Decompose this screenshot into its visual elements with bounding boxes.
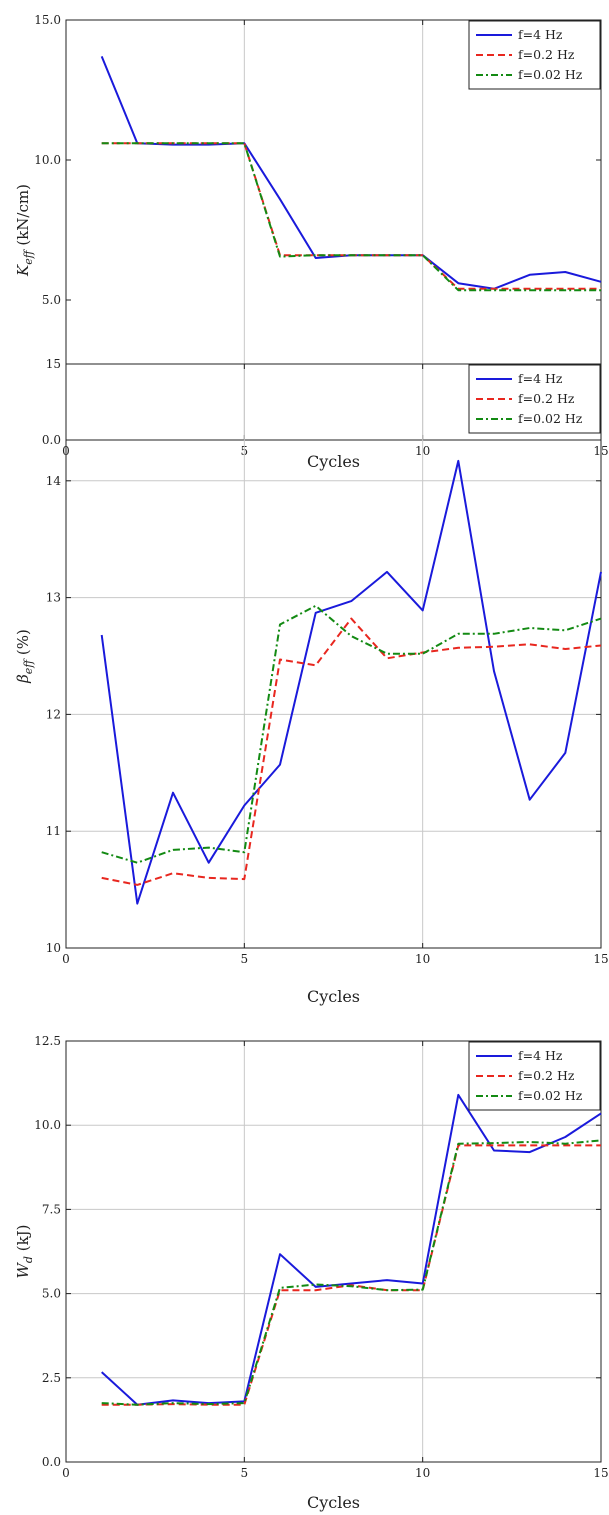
legend-label: f=4 Hz [518, 1048, 563, 1063]
x-tick-label: 5 [241, 952, 249, 966]
series-line-1 [101, 1093, 602, 1406]
series-line-2 [101, 142, 601, 290]
x-axis-label: Cycles [307, 1493, 360, 1512]
series-line-2 [101, 617, 602, 886]
series-line-3 [101, 604, 602, 864]
legend-label: f=0.2 Hz [518, 47, 575, 62]
y-tick-label: 10.0 [34, 1118, 61, 1132]
x-axis-label: Cycles [307, 987, 360, 1006]
legend-label: f=0.02 Hz [518, 411, 583, 426]
series-line-3 [101, 142, 601, 292]
y-tick-label: 14 [46, 474, 62, 488]
x-tick-label: 10 [415, 952, 430, 966]
series-line-2 [101, 1144, 601, 1406]
y-tick-label: 12 [46, 707, 61, 721]
x-tick-label: 15 [593, 952, 608, 966]
y-axis-label: Wd (kJ) [14, 1224, 35, 1278]
x-tick-label: 5 [241, 1466, 249, 1480]
legend-label: f=0.02 Hz [518, 1088, 583, 1103]
x-tick-label: 0 [62, 1466, 70, 1480]
y-tick-label: 10 [46, 941, 61, 955]
y-tick-label: 0.0 [42, 433, 61, 447]
plot-frame [65, 19, 602, 441]
x-axis-label: Cycles [307, 452, 360, 471]
y-axis-label: Keff (kN/cm) [14, 184, 35, 277]
y-tick-label: 11 [46, 824, 61, 838]
x-tick-label: 0 [62, 952, 70, 966]
plot-frame [65, 1040, 602, 1463]
y-tick-label: 5.0 [42, 293, 61, 307]
y-axis-label: βeff (%) [14, 629, 35, 684]
x-tick-label: 10 [415, 1466, 430, 1480]
y-tick-label: 12.5 [34, 1034, 61, 1048]
legend-label: f=0.02 Hz [518, 67, 583, 82]
legend-label: f=0.2 Hz [518, 1068, 575, 1083]
y-tick-label: 15.0 [34, 13, 61, 27]
y-tick-label: 10.0 [34, 153, 61, 167]
chart-panel-3: 0 5 10 15 0.0 2.5 5.0 7.5 10.0 12.5 Cycles Wd (kJ) f… [14, 1034, 609, 1512]
y-tick-label: 13 [46, 591, 61, 605]
series-line-3 [101, 1139, 602, 1406]
y-tick-label: 15 [46, 357, 61, 371]
series-line-1 [100, 459, 602, 905]
y-tick-label: 5.0 [42, 1287, 61, 1301]
x-tick-label: 15 [593, 1466, 608, 1480]
y-tick-label: 0.0 [42, 1455, 61, 1469]
series-line-1 [100, 56, 602, 290]
legend-label: f=4 Hz [518, 27, 563, 42]
y-tick-label: 7.5 [42, 1202, 61, 1216]
y-tick-label: 2.5 [42, 1371, 61, 1385]
legend-label: f=4 Hz [518, 371, 563, 386]
legend-label: f=0.2 Hz [518, 391, 575, 406]
chart-panel-2: 0 5 10 15 10 11 12 13 14 15 Cycles βeff (%) f=4 Hz f=… [14, 357, 609, 1006]
plot-frame [65, 363, 602, 949]
